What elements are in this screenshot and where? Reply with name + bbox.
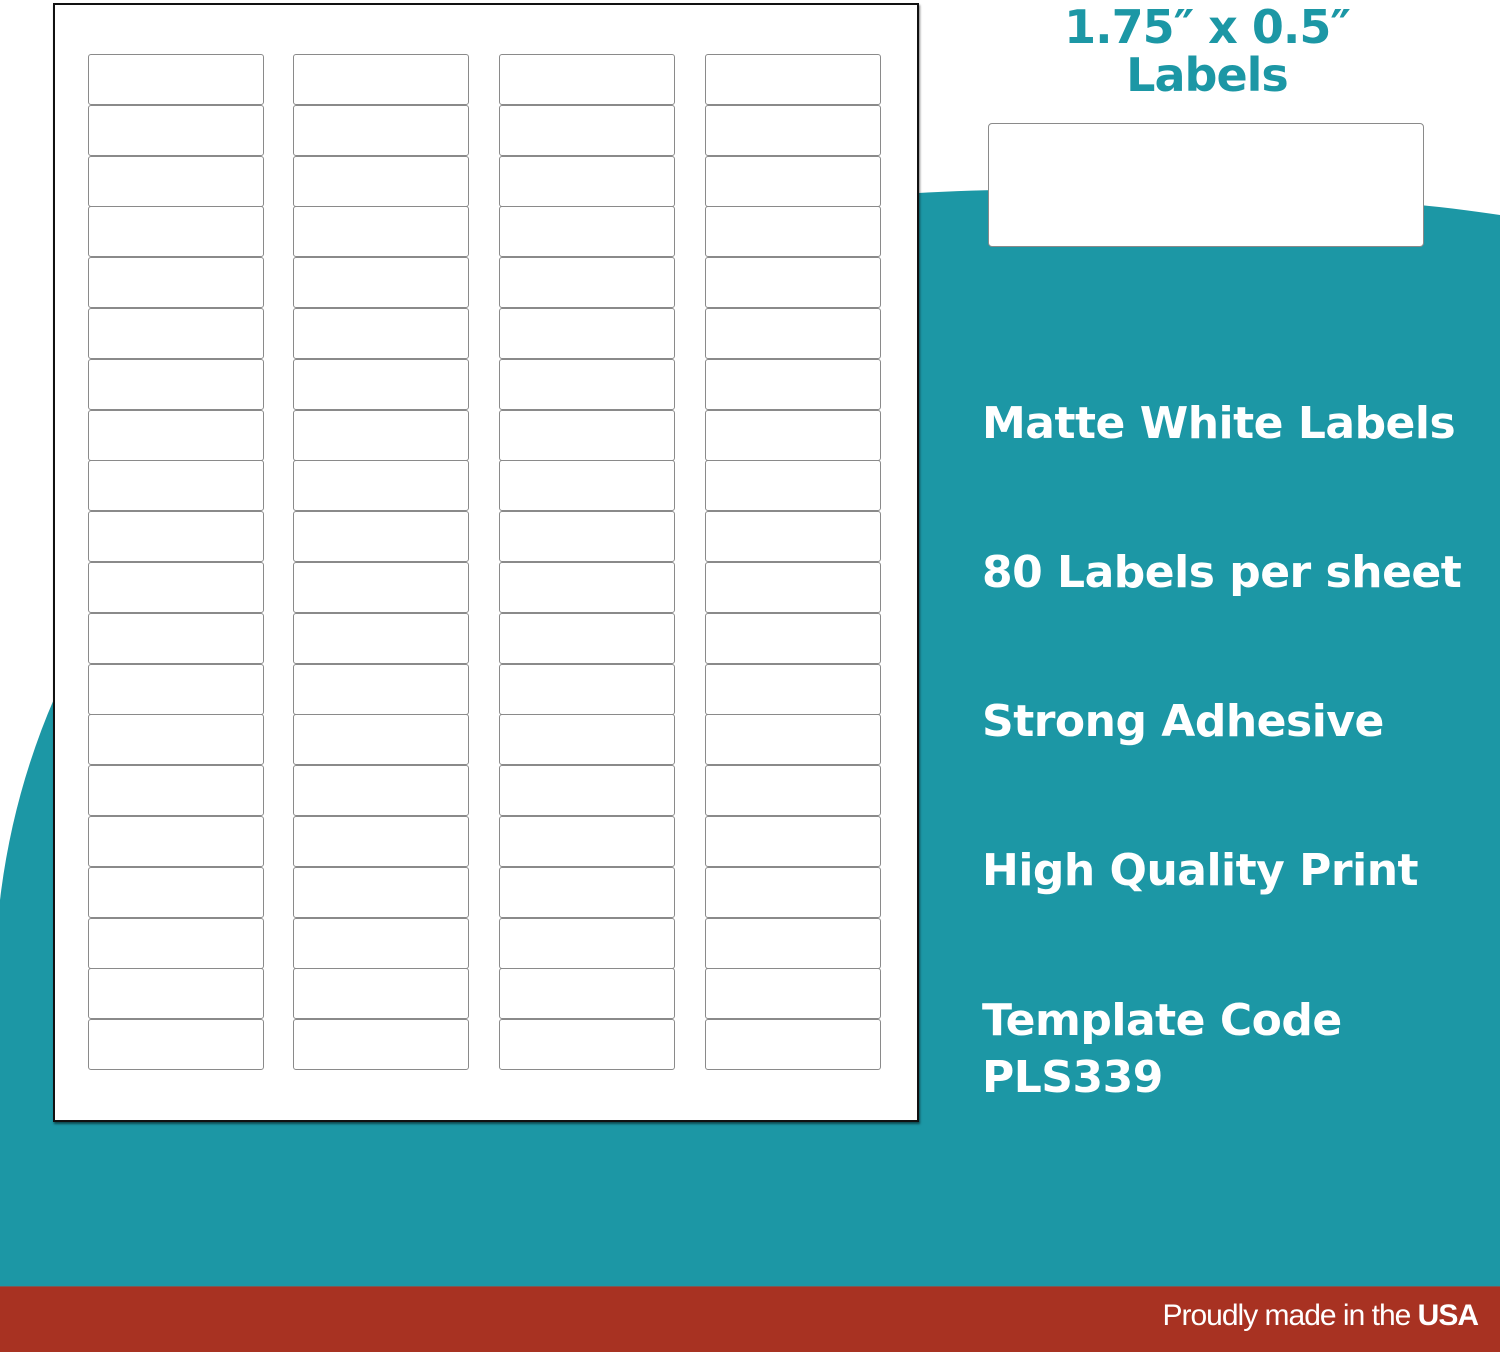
sheet-label bbox=[705, 511, 881, 563]
sheet-label bbox=[293, 663, 469, 715]
sheet-label bbox=[499, 917, 675, 969]
sheet-label bbox=[705, 409, 881, 461]
sheet-label bbox=[705, 612, 881, 664]
sheet-label bbox=[499, 714, 675, 766]
sheet-label bbox=[88, 511, 264, 563]
sheet-label bbox=[705, 917, 881, 969]
sheet-label bbox=[293, 54, 469, 105]
sheet-label bbox=[705, 460, 881, 512]
sheet-label bbox=[705, 155, 881, 207]
sheet-label bbox=[705, 562, 881, 613]
sheet-label bbox=[499, 612, 675, 664]
sheet-label bbox=[88, 612, 264, 664]
sheet-label bbox=[293, 155, 469, 207]
sheet-label bbox=[499, 460, 675, 512]
sheet-label bbox=[88, 409, 264, 461]
sheet-label bbox=[705, 816, 881, 867]
sheet-label bbox=[88, 816, 264, 867]
sheet-label bbox=[705, 308, 881, 359]
sheet-label bbox=[293, 968, 469, 1020]
sheet-label bbox=[293, 308, 469, 359]
sheet-label bbox=[705, 663, 881, 715]
footer-bar: Proudly made in the USA bbox=[0, 1286, 1500, 1352]
sheet-label bbox=[499, 155, 675, 207]
sheet-label bbox=[499, 562, 675, 613]
sheet-label bbox=[293, 409, 469, 461]
made-in-usa-text: Proudly made in the USA bbox=[1162, 1299, 1480, 1333]
made-in-country: USA bbox=[1417, 1299, 1479, 1332]
sheet-label bbox=[88, 206, 264, 258]
size-title-line2: Labels bbox=[1126, 48, 1289, 102]
sheet-label bbox=[293, 206, 469, 258]
sheet-label bbox=[88, 155, 264, 207]
sheet-label bbox=[88, 968, 264, 1020]
sheet-label bbox=[88, 257, 264, 309]
sheet-label bbox=[499, 765, 675, 817]
sheet-label bbox=[88, 54, 264, 105]
sheet-label bbox=[293, 460, 469, 512]
sheet-label bbox=[499, 1019, 675, 1071]
sheet-label bbox=[499, 104, 675, 156]
sheet-label bbox=[499, 358, 675, 410]
size-title-line1: 1.75″ x 0.5″ bbox=[1064, 0, 1351, 54]
sheet-label bbox=[705, 257, 881, 309]
feature-high-quality-print: High Quality Print bbox=[982, 845, 1419, 896]
sheet-label bbox=[88, 714, 264, 766]
sheet-label bbox=[499, 663, 675, 715]
sample-label bbox=[988, 123, 1424, 247]
sheet-label bbox=[705, 104, 881, 156]
made-in-prefix: Proudly made in the bbox=[1162, 1299, 1418, 1332]
sheet-label bbox=[88, 917, 264, 969]
sheet-label bbox=[293, 562, 469, 613]
feature-template-code-value: PLS339 bbox=[982, 1052, 1163, 1103]
feature-strong-adhesive: Strong Adhesive bbox=[982, 696, 1384, 747]
sheet-label bbox=[293, 866, 469, 918]
sheet-label bbox=[88, 663, 264, 715]
sheet-label bbox=[88, 104, 264, 156]
sheet-label bbox=[705, 866, 881, 918]
sheet-label bbox=[499, 54, 675, 105]
sheet-label bbox=[88, 358, 264, 410]
sheet-label bbox=[499, 968, 675, 1020]
sheet-label bbox=[293, 765, 469, 817]
label-sheet bbox=[53, 3, 919, 1122]
feature-matte-white: Matte White Labels bbox=[982, 398, 1456, 449]
sheet-label bbox=[293, 714, 469, 766]
sheet-label bbox=[705, 1019, 881, 1071]
sheet-label bbox=[88, 866, 264, 918]
sheet-label bbox=[499, 409, 675, 461]
sheet-label bbox=[705, 765, 881, 817]
sheet-label bbox=[293, 816, 469, 867]
sheet-label bbox=[293, 104, 469, 156]
feature-labels-per-sheet: 80 Labels per sheet bbox=[982, 547, 1462, 598]
sheet-label bbox=[293, 358, 469, 410]
sheet-label bbox=[293, 612, 469, 664]
sheet-label bbox=[499, 866, 675, 918]
sheet-label bbox=[293, 917, 469, 969]
sheet-label bbox=[293, 1019, 469, 1071]
sheet-label bbox=[293, 257, 469, 309]
sheet-label bbox=[705, 714, 881, 766]
sheet-label bbox=[88, 460, 264, 512]
sheet-label bbox=[705, 968, 881, 1020]
sheet-label bbox=[705, 206, 881, 258]
sheet-label bbox=[499, 206, 675, 258]
sheet-label bbox=[499, 816, 675, 867]
sheet-label bbox=[705, 54, 881, 105]
sheet-label bbox=[499, 257, 675, 309]
sheet-label bbox=[499, 308, 675, 359]
sheet-label bbox=[293, 511, 469, 563]
sheet-label bbox=[88, 765, 264, 817]
feature-template-code: Template Code bbox=[982, 995, 1342, 1046]
sheet-label bbox=[705, 358, 881, 410]
sheet-label bbox=[88, 1019, 264, 1071]
sheet-label bbox=[88, 562, 264, 613]
sheet-label bbox=[499, 511, 675, 563]
sheet-label bbox=[88, 308, 264, 359]
